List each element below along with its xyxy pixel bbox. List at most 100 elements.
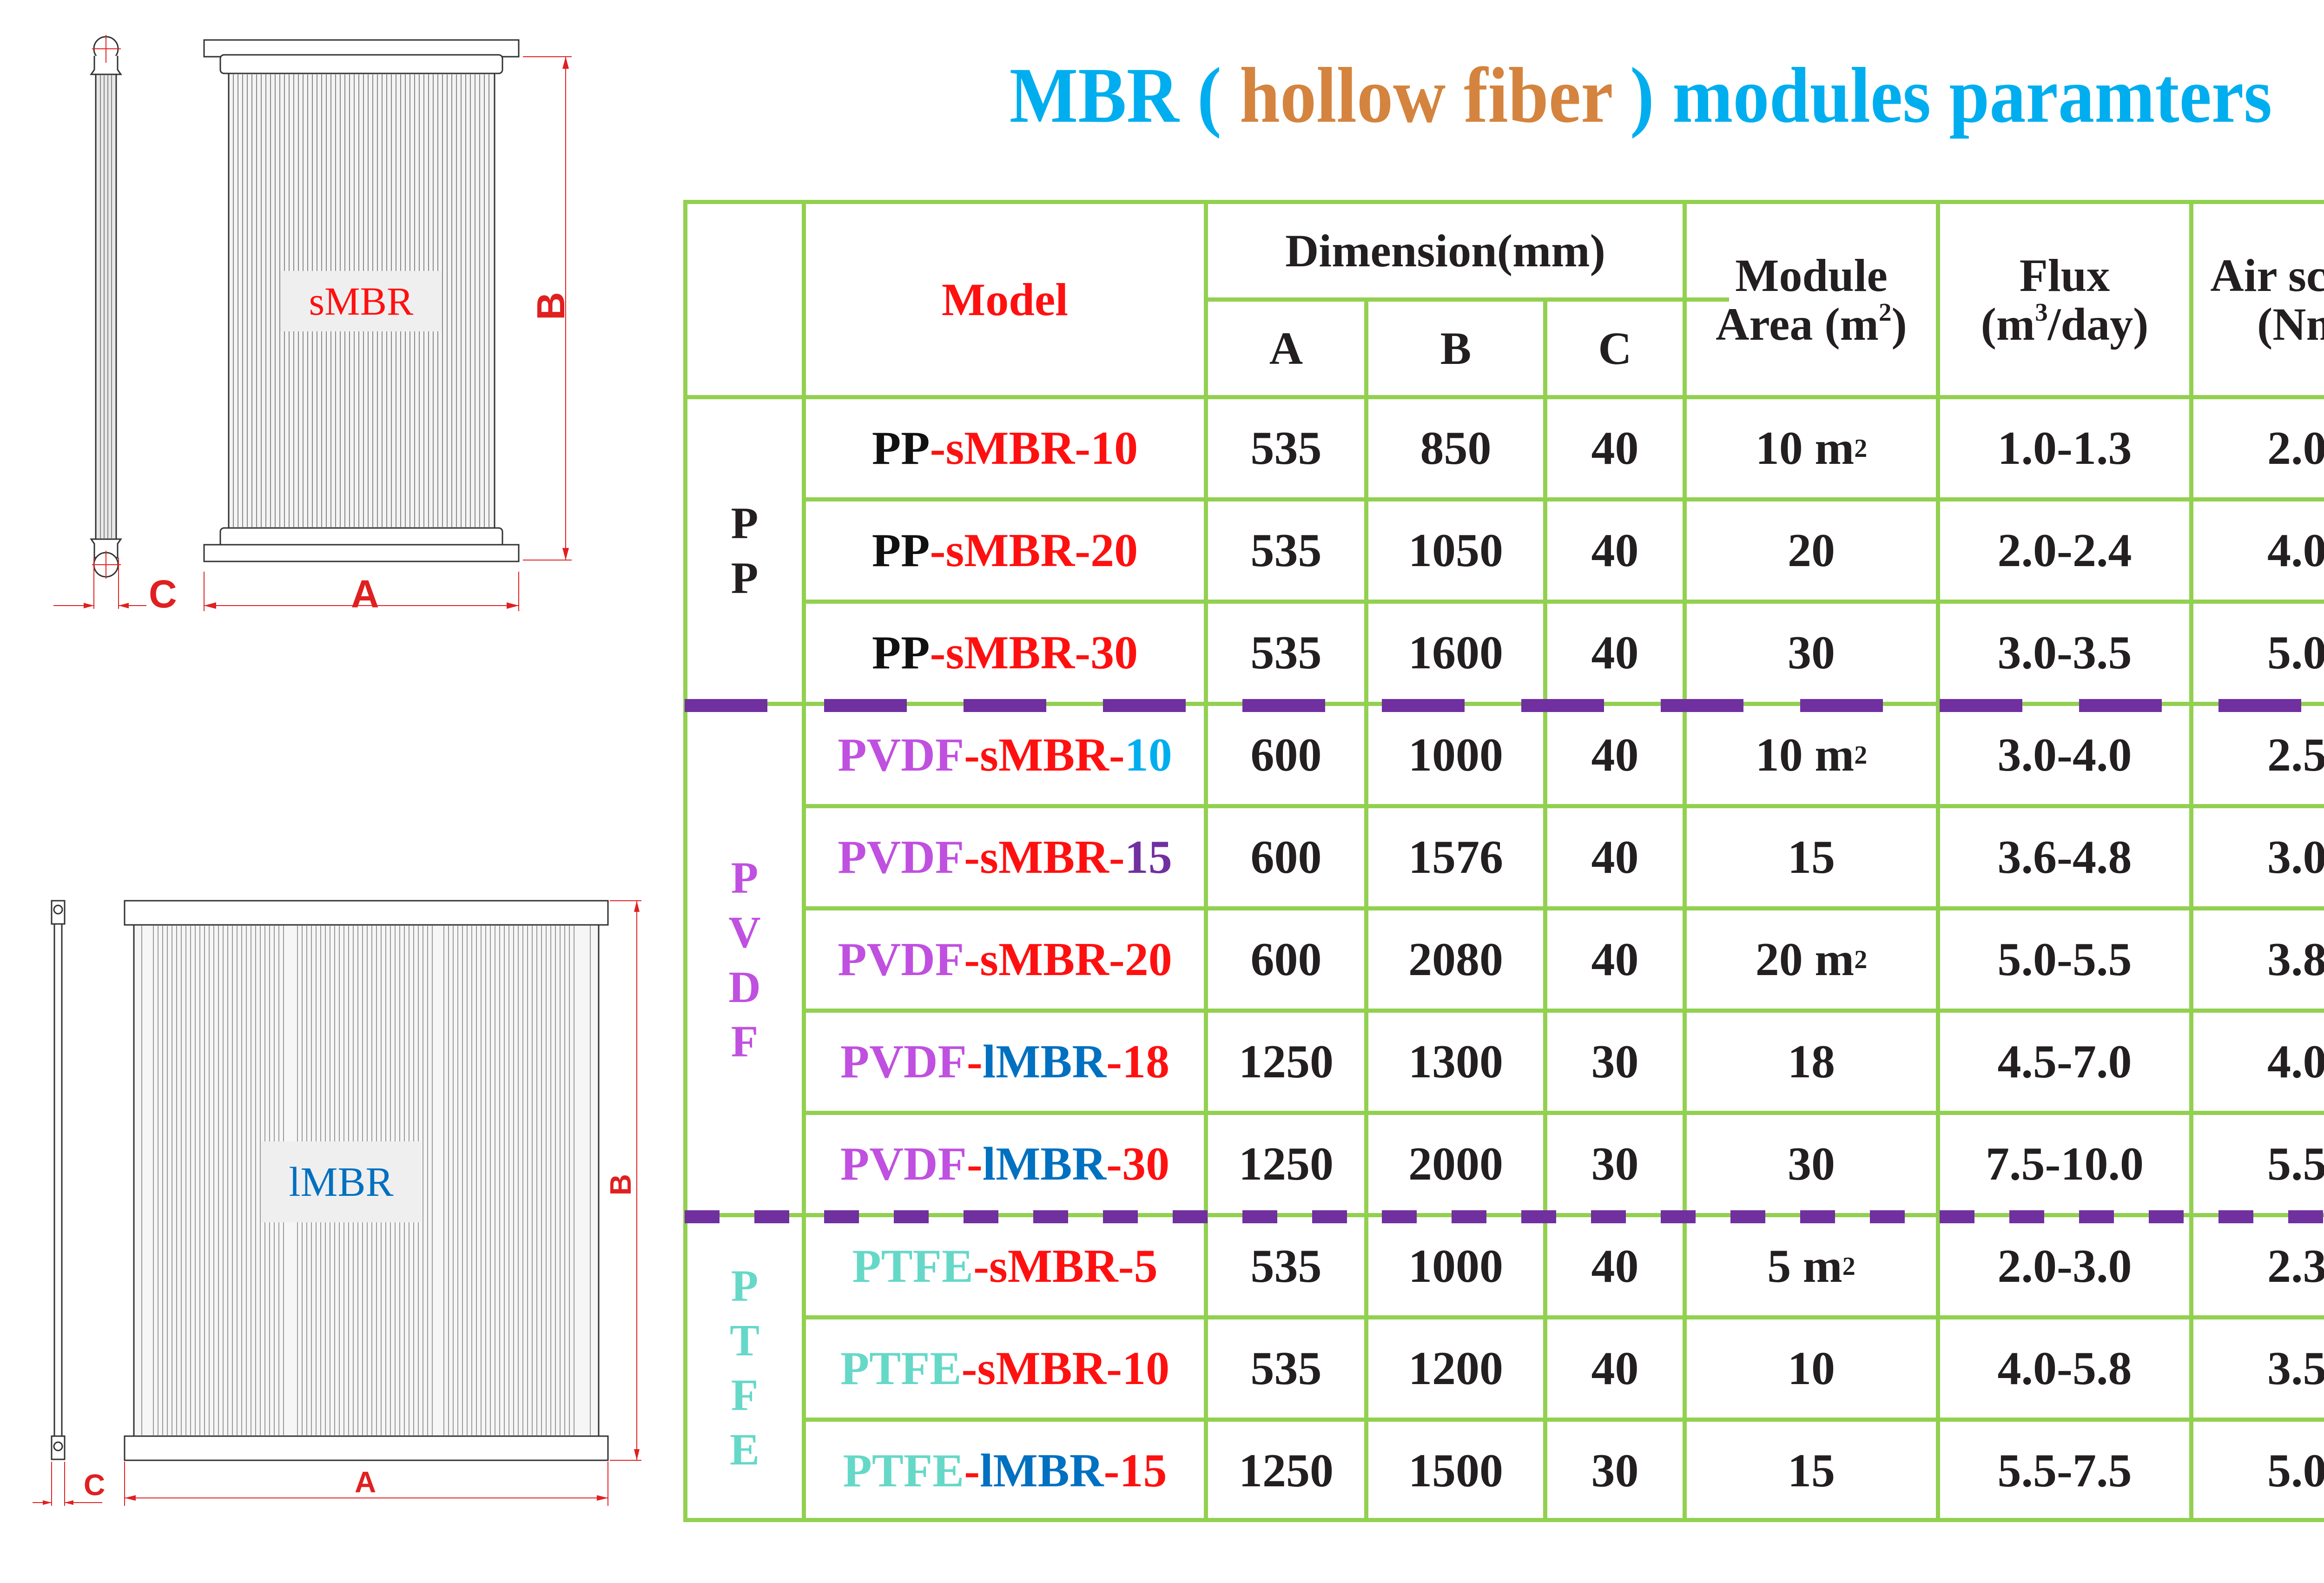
cell-c: 40 bbox=[1547, 910, 1683, 1009]
smbr-dim-c: C bbox=[149, 572, 177, 616]
col-line bbox=[1364, 297, 1368, 1522]
divider-dash bbox=[2079, 699, 2162, 712]
cell-model: PVDF -sMBR- 20 bbox=[806, 910, 1204, 1009]
model-segment: - bbox=[966, 1137, 983, 1190]
divider-dash bbox=[1521, 1210, 1556, 1223]
air-value: 5.0-7.0 bbox=[2267, 626, 2324, 679]
divider-dash bbox=[1661, 1210, 1696, 1223]
divider-dash bbox=[1103, 1210, 1138, 1223]
model-segment: 20 bbox=[1124, 933, 1172, 986]
model-segment: -sMBR- bbox=[964, 831, 1125, 884]
model-segment: -18 bbox=[1106, 1035, 1170, 1088]
c-value: 40 bbox=[1591, 728, 1639, 781]
group-letter: E bbox=[729, 1424, 760, 1474]
divider-dash bbox=[1661, 699, 1743, 712]
model-segment: 10 bbox=[1122, 1342, 1170, 1395]
a-value: 1250 bbox=[1239, 1035, 1334, 1088]
model-segment: lMBR bbox=[982, 1035, 1107, 1088]
model-segment: PVDF bbox=[838, 831, 964, 884]
row-line bbox=[802, 1111, 2324, 1115]
cell-a: 1250 bbox=[1208, 1422, 1364, 1520]
lmbr-schematic-icon bbox=[33, 900, 641, 1506]
model-segment: lMBR bbox=[982, 1137, 1107, 1190]
divider-dash bbox=[964, 1210, 998, 1223]
flux-value: 1.0-1.3 bbox=[1997, 422, 2132, 475]
row-line bbox=[802, 1009, 2324, 1013]
c-value: 40 bbox=[1591, 1240, 1639, 1293]
air-value: 4.0-7.0 bbox=[2267, 1035, 2324, 1088]
row-line bbox=[802, 600, 2324, 604]
area-value: 18 bbox=[1788, 1035, 1835, 1088]
cell-area: 20 bbox=[1687, 501, 1936, 600]
cell-model: PVDF -sMBR- 10 bbox=[806, 706, 1204, 804]
cell-a: 1250 bbox=[1208, 1013, 1364, 1111]
cell-model: PP -sMBR- 30 bbox=[806, 604, 1204, 702]
group-letter: D bbox=[728, 962, 761, 1012]
header-air-scouring: Air scouring (Nm3/h) bbox=[2193, 204, 2324, 395]
b-value: 1576 bbox=[1408, 831, 1503, 884]
model-segment: PTFE bbox=[840, 1342, 962, 1395]
cell-b: 1050 bbox=[1368, 501, 1543, 600]
air-value: 4.0-6.0 bbox=[2267, 524, 2324, 577]
model-segment: 15 bbox=[1124, 831, 1172, 884]
cell-air: 4.0-7.0 bbox=[2193, 1013, 2324, 1111]
model-segment: -sMBR- bbox=[930, 524, 1091, 577]
divider-dash bbox=[1103, 699, 1186, 712]
cell-b: 2080 bbox=[1368, 910, 1543, 1009]
divider-dash bbox=[1870, 1210, 1905, 1223]
cell-c: 40 bbox=[1547, 604, 1683, 702]
model-segment: -sMBR- bbox=[973, 1240, 1134, 1293]
c-value: 40 bbox=[1591, 831, 1639, 884]
cell-c: 30 bbox=[1547, 1422, 1683, 1520]
model-segment: 20 bbox=[1090, 524, 1138, 577]
cell-area: 30 bbox=[1687, 604, 1936, 702]
divider-dash bbox=[754, 1210, 789, 1223]
air-value: 3.0-4.8 bbox=[2267, 831, 2324, 884]
b-value: 1050 bbox=[1408, 524, 1503, 577]
b-value: 1500 bbox=[1408, 1444, 1503, 1497]
cell-area: 15 bbox=[1687, 1422, 1936, 1520]
row-line bbox=[802, 497, 2324, 501]
model-segment: PP bbox=[872, 524, 930, 577]
air-value: 2.3-4.0 bbox=[2267, 1240, 2324, 1293]
header-flux-sup: 3 bbox=[2035, 297, 2048, 326]
group-label-pvdf: P V D F bbox=[687, 706, 802, 1213]
model-segment: 5 bbox=[1134, 1240, 1158, 1293]
group-letter: P bbox=[731, 498, 759, 548]
cell-air: 3.8-6.9 bbox=[2193, 910, 2324, 1009]
header-air-line1: Air scouring bbox=[2210, 249, 2324, 301]
group-letter: F bbox=[731, 1016, 759, 1066]
c-value: 40 bbox=[1591, 1342, 1639, 1395]
model-segment: -sMBR- bbox=[930, 626, 1091, 679]
flux-value: 4.0-5.8 bbox=[1997, 1342, 2132, 1395]
model-segment: PP bbox=[872, 626, 930, 679]
divider-dash bbox=[1730, 1210, 1765, 1223]
a-value: 1250 bbox=[1239, 1444, 1334, 1497]
model-segment: lMBR bbox=[980, 1444, 1104, 1497]
cell-flux: 4.0-5.8 bbox=[1940, 1319, 2189, 1418]
smbr-label-text: sMBR bbox=[309, 279, 414, 323]
divider-dash bbox=[1940, 1210, 1974, 1223]
cell-c: 30 bbox=[1547, 1013, 1683, 1111]
header-flux-close: /day) bbox=[2047, 298, 2149, 350]
divider-dash bbox=[1452, 1210, 1486, 1223]
divider-dash bbox=[2218, 1210, 2253, 1223]
row-line bbox=[802, 1315, 2324, 1319]
cell-a: 600 bbox=[1208, 808, 1364, 906]
col-line bbox=[1204, 200, 1208, 1522]
cell-a: 600 bbox=[1208, 706, 1364, 804]
header-flux-line1: Flux bbox=[2019, 249, 2110, 301]
a-value: 600 bbox=[1250, 831, 1322, 884]
a-value: 1250 bbox=[1239, 1137, 1334, 1190]
cell-air: 2.5-4.0 bbox=[2193, 706, 2324, 804]
page-title: MBR ( hollow fiber ) modules paramters bbox=[957, 56, 2324, 135]
divider-dash bbox=[2079, 1210, 2114, 1223]
header-air-line2: (Nm3/h) bbox=[2257, 300, 2324, 349]
cell-c: 40 bbox=[1547, 399, 1683, 497]
cell-b: 1500 bbox=[1368, 1422, 1543, 1520]
area-value: 20 bbox=[1788, 524, 1835, 577]
header-model-text: Model bbox=[941, 274, 1069, 325]
area-value: 30 bbox=[1788, 626, 1835, 679]
cell-air: 5.0-6.5 bbox=[2193, 1422, 2324, 1520]
